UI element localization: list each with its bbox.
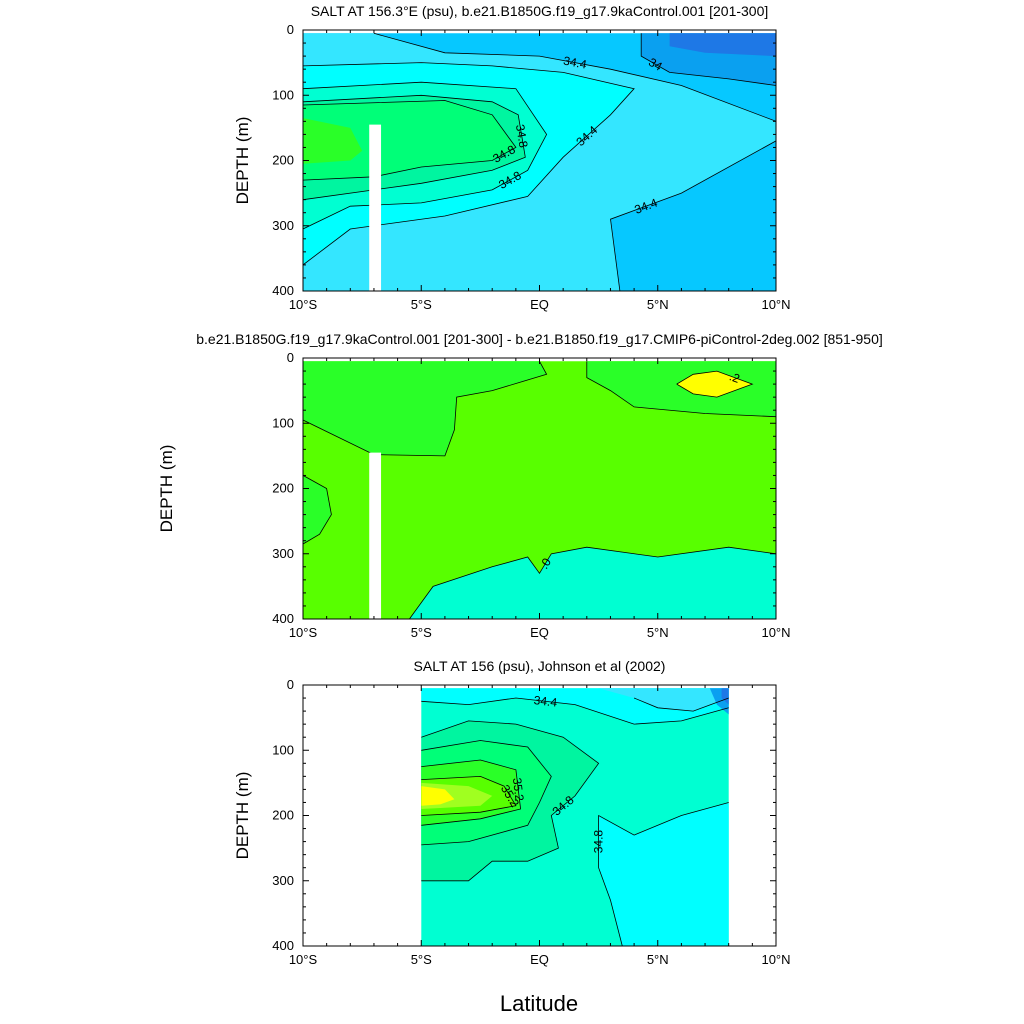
chart-title: SALT AT 156 (psu), Johnson et al (2002) xyxy=(414,658,666,674)
contour-line xyxy=(303,94,526,201)
x-tick-label: 10°N xyxy=(761,625,790,640)
contour-label-group: 35.2 xyxy=(510,777,527,802)
y-axis-label: DEPTH (m) xyxy=(233,117,252,205)
contour-fill xyxy=(598,802,729,946)
y-tick-label: 100 xyxy=(272,742,294,757)
y-tick-label: 300 xyxy=(272,218,294,233)
x-tick-label: EQ xyxy=(530,952,549,967)
panel-3: 34.834.435.235.234.810°S 5°S EQ 5°N 10°N0100… xyxy=(233,658,791,967)
contour-line xyxy=(640,33,776,86)
contour-line xyxy=(598,802,729,946)
contour-fill xyxy=(598,688,729,712)
panel-2: .0 .2 10°S 5°S EQ 5°N 10°N 0 100 200 300 400 b.e21.B… xyxy=(157,331,883,640)
contour-line xyxy=(373,32,776,122)
missing-data-mask xyxy=(369,124,382,291)
y-tick-label: 300 xyxy=(272,546,294,561)
x-tick-label: 5°N xyxy=(647,297,669,312)
contour-line xyxy=(421,697,729,725)
y-tick-label: 200 xyxy=(272,481,294,496)
contour-label-group: 34.8 xyxy=(513,123,531,149)
contour-line xyxy=(586,361,776,418)
x-tick-label: 10°S xyxy=(289,297,318,312)
contour-line xyxy=(421,720,600,882)
contour-line xyxy=(421,740,552,846)
x-tick-label: 10°N xyxy=(761,297,790,312)
plot-area: 34.434.834.834.834.434.4 34 xyxy=(303,32,776,291)
contour-label: 34 xyxy=(646,55,665,74)
contour-label-group: 34.8 xyxy=(592,830,606,854)
x-tick-label: 5°S xyxy=(411,625,432,640)
y-tick-label: 0 xyxy=(287,22,294,37)
figure-x-axis-label: Latitude xyxy=(500,991,578,1016)
x-tick-label: 5°N xyxy=(647,625,669,640)
contour-fill xyxy=(409,547,776,619)
contour-line xyxy=(421,759,522,826)
contour-label-group: 34.4 xyxy=(533,693,558,710)
contour-line xyxy=(409,546,776,619)
plot-area: 34.834.435.235.234.8 xyxy=(421,688,729,946)
contour-label-group: 34 xyxy=(646,55,665,74)
contour-line xyxy=(303,475,332,545)
x-tick-label: 5°S xyxy=(411,952,432,967)
x-tick-label: EQ xyxy=(530,297,549,312)
y-tick-label: 400 xyxy=(272,611,294,626)
contour-fill xyxy=(303,118,363,164)
contour-fill xyxy=(676,371,753,398)
contour-fill xyxy=(303,100,516,181)
contour-line xyxy=(303,361,548,457)
y-tick-label: 400 xyxy=(272,938,294,953)
x-tick-label: 5°N xyxy=(647,952,669,967)
missing-data-mask xyxy=(369,452,382,619)
chart-title: b.e21.B1850G.f19_g17.9kaControl.001 [201… xyxy=(196,331,883,347)
contour-line xyxy=(610,140,776,291)
y-tick-label: 200 xyxy=(272,808,294,823)
x-tick-label: 10°S xyxy=(289,952,318,967)
y-tick-label: 400 xyxy=(272,283,294,298)
x-tick-label: 10°N xyxy=(761,952,790,967)
y-tick-label: 300 xyxy=(272,873,294,888)
contour-line xyxy=(676,370,754,398)
x-tick-label: 5°S xyxy=(411,297,432,312)
y-tick-label: 200 xyxy=(272,153,294,168)
contour-label: .2 xyxy=(727,369,742,386)
contour-fill xyxy=(303,475,332,544)
y-axis-label: DEPTH (m) xyxy=(157,445,176,533)
y-tick-label: 0 xyxy=(287,350,294,365)
contour-label: 35.2 xyxy=(510,777,527,802)
contour-label: 34.4 xyxy=(533,693,558,710)
y-axis-label: DEPTH (m) xyxy=(233,772,252,860)
contour-label-group: 34.4 xyxy=(562,54,588,72)
contour-line xyxy=(303,100,517,181)
chart-title: SALT AT 156.3°E (psu), b.e21.B1850G.f19_… xyxy=(311,3,769,19)
x-tick-label: EQ xyxy=(530,625,549,640)
contour-label-group: .0 xyxy=(537,555,554,571)
x-tick-label: 10°S xyxy=(289,625,318,640)
contour-fill xyxy=(669,33,776,57)
contour-label: 34.8 xyxy=(592,830,606,854)
contour-line xyxy=(421,775,517,816)
y-tick-label: 100 xyxy=(272,87,294,102)
y-tick-label: 0 xyxy=(287,677,294,692)
contour-label-group: .2 xyxy=(727,369,742,386)
contour-fill xyxy=(303,361,547,456)
contour-fill xyxy=(421,786,455,806)
contour-fill xyxy=(721,688,729,705)
contour-line xyxy=(303,62,635,266)
plot-area: .0 .2 xyxy=(303,361,776,619)
contour-label: 34.4 xyxy=(562,54,588,72)
y-tick-label: 100 xyxy=(272,415,294,430)
contour-line xyxy=(633,697,729,712)
contour-label: 34.8 xyxy=(513,123,531,149)
